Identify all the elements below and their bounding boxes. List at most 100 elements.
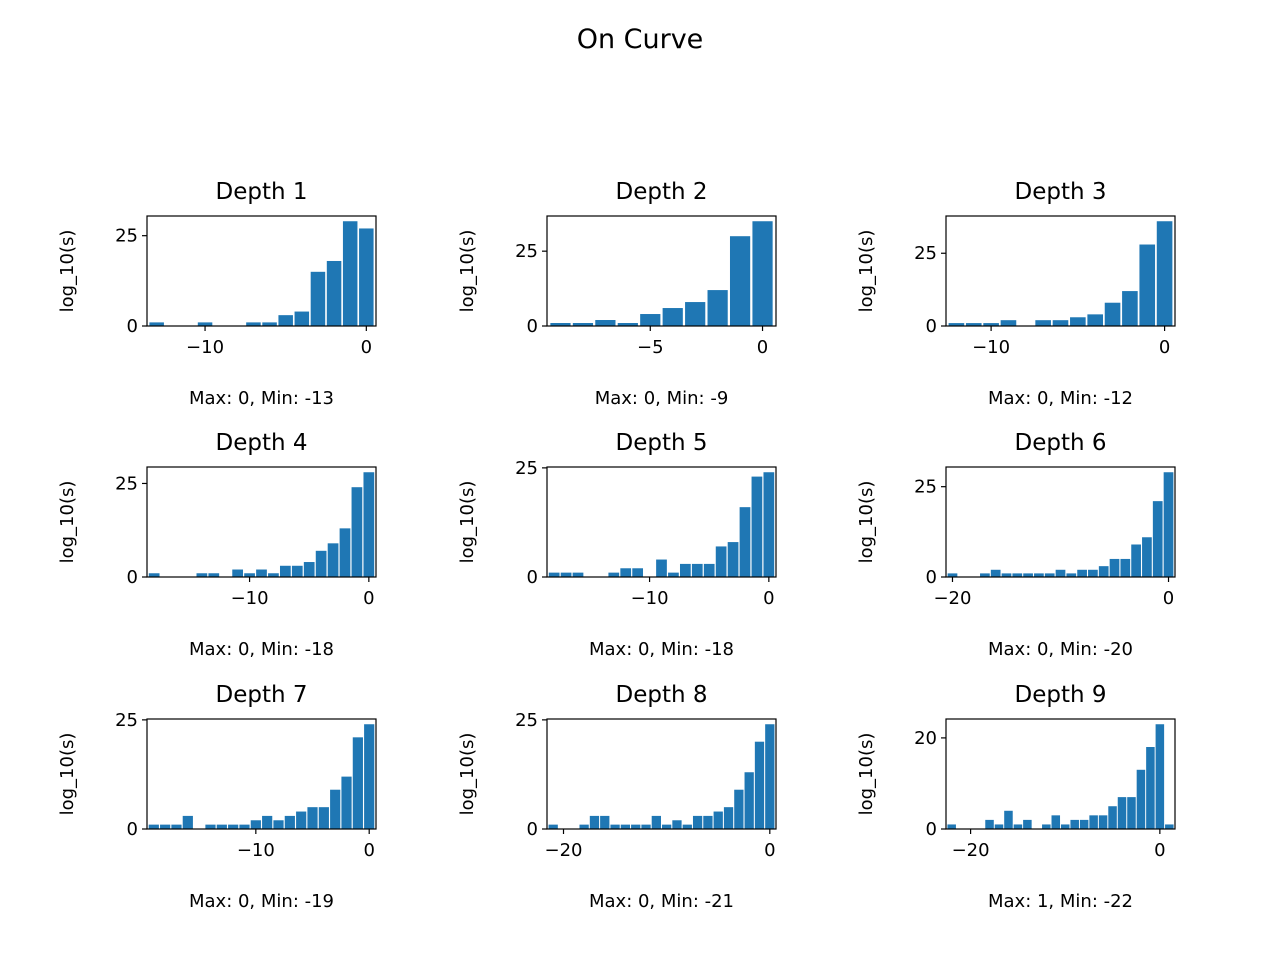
histogram-bar [1070, 317, 1086, 326]
histogram-bar [980, 573, 990, 577]
histogram-bar [679, 563, 691, 577]
histogram-bar [1042, 824, 1051, 829]
histogram-bar [572, 323, 594, 326]
x-tick-label: −10 [231, 588, 269, 609]
histogram-bar [1035, 320, 1051, 326]
y-tick-label: 25 [515, 241, 538, 262]
histogram-bar [608, 572, 620, 577]
x-tick-label: 0 [764, 840, 775, 861]
histogram-bar [682, 824, 692, 829]
histogram-bar [1152, 501, 1163, 577]
histogram-bar [715, 546, 727, 577]
subplot-title: Depth 6 [1015, 430, 1107, 456]
histogram-bar [342, 221, 358, 326]
histogram-bar [208, 573, 220, 577]
histogram-bar [691, 563, 703, 577]
histogram-bar [318, 807, 329, 829]
histogram-bar [351, 487, 363, 577]
y-tick-label: 25 [115, 710, 138, 731]
axes-frame [146, 718, 377, 830]
histogram-bar [560, 572, 572, 577]
histogram-bar [589, 815, 600, 829]
histogram-bar [246, 322, 261, 326]
histogram-bar [278, 315, 293, 326]
y-tick-label: 20 [914, 728, 937, 749]
axes-frame [146, 466, 377, 578]
histogram-bar [1131, 544, 1141, 577]
histogram-bar [1079, 819, 1089, 829]
subplot-7: Depth 7 −10 0 0 25 log_10(s) Max: 0, Min: -19 [57, 682, 377, 912]
histogram-bar [595, 320, 616, 326]
figure-title: On Curve [577, 24, 704, 55]
x-axis-label: Max: 0, Min: -19 [189, 891, 334, 912]
histogram-bar [228, 824, 239, 829]
x-axis-label: Max: 0, Min: -12 [988, 388, 1133, 409]
histogram-bar [548, 824, 558, 829]
histogram-bar [763, 472, 775, 577]
x-tick-label: 0 [1159, 337, 1170, 358]
histogram-bar [315, 550, 327, 577]
x-axis-label: Max: 0, Min: -13 [189, 388, 334, 409]
axes-frame [546, 718, 777, 830]
histogram-bar [723, 807, 734, 829]
histogram-bar [572, 572, 584, 577]
y-tick-label: 0 [926, 316, 937, 337]
histogram-bar [752, 221, 773, 326]
x-tick-label: −20 [933, 588, 971, 609]
histogram-bar [1109, 558, 1120, 577]
y-tick-label: 0 [527, 316, 538, 337]
subplot-9: Depth 9 −20 0 0 20 log_10(s) Max: 1, Min: -22 [856, 682, 1176, 912]
y-axis-label: log_10(s) [57, 230, 78, 313]
histogram-bar [1060, 824, 1070, 829]
histogram-bar [685, 302, 706, 326]
histogram-bar [232, 569, 244, 577]
histogram-bar [1088, 569, 1098, 577]
histogram-bar [620, 568, 632, 577]
subplot-title: Depth 9 [1015, 682, 1107, 708]
y-axis-label: log_10(s) [856, 733, 877, 816]
histogram-bar [1000, 320, 1017, 326]
x-tick-label: 0 [361, 337, 372, 358]
histogram-bar [262, 815, 273, 829]
x-tick-label: 0 [1154, 840, 1165, 861]
histogram-bar [149, 322, 164, 326]
histogram-bar [713, 811, 723, 829]
histogram-bar [330, 789, 341, 829]
y-tick-label: 0 [127, 316, 138, 337]
x-axis-label: Max: 0, Min: -21 [589, 891, 734, 912]
histogram-bar [579, 824, 589, 829]
subplot-title: Depth 3 [1015, 179, 1107, 205]
y-axis-label: log_10(s) [457, 481, 478, 564]
subplot-1: Depth 1 −10 0 0 25 log_10(s) Max: 0, Min: -13 [57, 179, 377, 409]
y-tick-label: 25 [914, 243, 937, 264]
histogram-bar [1044, 573, 1055, 577]
subplot-title: Depth 5 [616, 430, 708, 456]
histogram-bar [1146, 747, 1155, 829]
histogram-bar [1117, 797, 1127, 829]
x-tick-label: 0 [1163, 588, 1174, 609]
y-axis-label: log_10(s) [856, 230, 877, 313]
subplot-title: Depth 8 [616, 682, 708, 708]
histogram-bar [1127, 797, 1136, 829]
x-tick-label: −10 [186, 337, 224, 358]
x-tick-label: 0 [363, 588, 374, 609]
y-tick-label: 0 [926, 567, 937, 588]
histogram-bar [196, 573, 208, 577]
histogram-bar [1023, 573, 1033, 577]
histogram-bar [1163, 472, 1174, 577]
histogram-bar [262, 322, 277, 326]
histogram-bar [1089, 815, 1098, 829]
histogram-bar [1120, 558, 1131, 577]
histogram-bar [273, 820, 284, 829]
y-tick-label: 25 [515, 710, 538, 731]
histogram-bar [651, 815, 661, 829]
histogram-bar [1001, 573, 1012, 577]
histogram-bar [303, 562, 315, 577]
axes-frame [945, 718, 1176, 830]
y-axis-label: log_10(s) [856, 481, 877, 564]
histogram-bar [1136, 769, 1146, 829]
histogram-bar [1155, 724, 1165, 829]
histogram-bar [1139, 244, 1156, 326]
histogram-bar [1023, 819, 1032, 829]
